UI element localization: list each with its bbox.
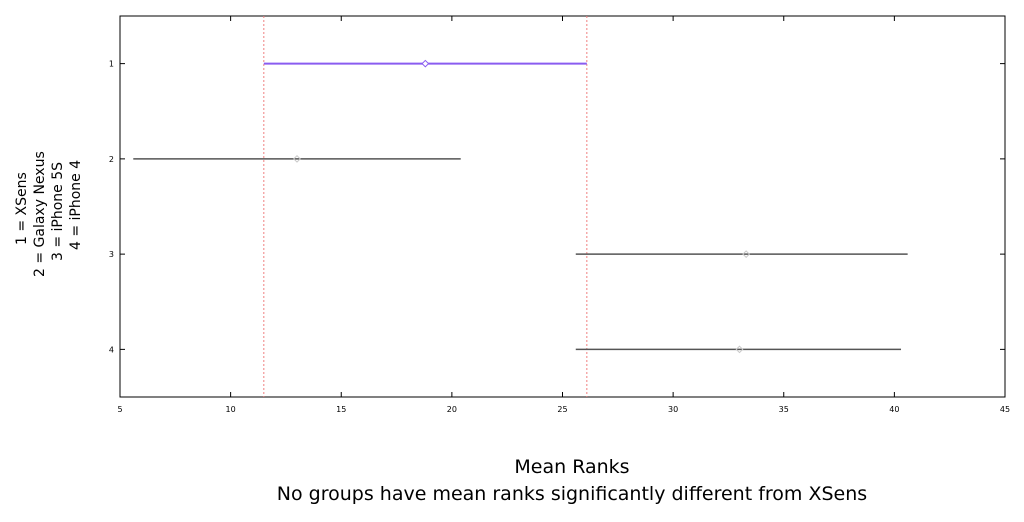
y-axis-label: 1 = XSens 2 = Galaxy Nexus 3 = iPhone 5S…	[0, 0, 110, 410]
x-tick-label: 10	[226, 405, 236, 414]
x-tick-label: 40	[889, 405, 899, 414]
x-axis-label: Mean Ranks	[514, 456, 630, 478]
reference-lines	[263, 16, 588, 397]
x-axis-ticks: 5 10 15 20 25 30 35 40 45	[117, 16, 1010, 414]
y-tick-label: 2	[109, 155, 114, 164]
x-tick-label: 5	[117, 405, 122, 414]
intervals	[133, 59, 908, 354]
x-tick-label: 15	[336, 405, 346, 414]
mean-marker-group-3	[742, 250, 751, 259]
y-label-line-3: 3 = iPhone 5S	[50, 161, 66, 261]
y-label-line-2: 2 = Galaxy Nexus	[32, 151, 48, 277]
mean-marker-group-4	[735, 345, 744, 354]
plot-area	[119, 15, 1006, 398]
x-tick-label: 45	[1000, 405, 1010, 414]
y-tick-label: 1	[109, 60, 114, 69]
x-tick-label: 25	[557, 405, 567, 414]
y-label-line-1: 1 = XSens	[14, 172, 30, 245]
x-tick-label: 30	[668, 405, 678, 414]
y-axis-ticks: 1 2 3 4	[109, 60, 1005, 354]
x-tick-label: 35	[779, 405, 789, 414]
mean-marker-group-1	[421, 59, 430, 68]
y-label-line-4: 4 = iPhone 4	[68, 159, 84, 250]
x-tick-label: 20	[447, 405, 457, 414]
y-tick-label: 3	[109, 250, 114, 259]
mean-marker-group-2	[293, 154, 301, 163]
y-tick-label: 4	[109, 345, 114, 354]
chart-subtitle: No groups have mean ranks significantly …	[276, 483, 868, 505]
